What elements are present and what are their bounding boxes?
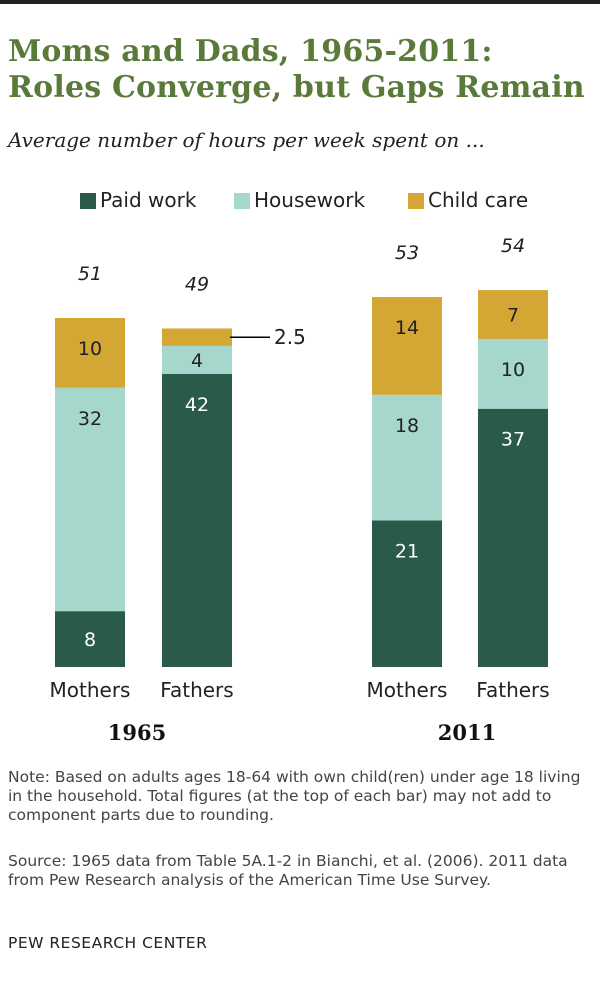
data-label-paid-work-mothers-1965: 8 (84, 629, 96, 651)
data-label-child-care-mothers-2011: 14 (395, 317, 419, 339)
data-label-paid-work-fathers-2011: 37 (501, 429, 525, 451)
legend-swatch-child-care (408, 193, 424, 209)
segment-child-care-fathers-1965 (162, 328, 232, 346)
total-label-mothers-1965: 51 (78, 263, 102, 285)
category-label-mothers-1965: Mothers (50, 678, 131, 702)
chart-credit: PEW RESEARCH CENTER (8, 934, 208, 952)
bar-mothers-2011: 21 18 14 53 Mothers (367, 242, 448, 702)
segment-child-care-mothers-1965 (55, 318, 125, 388)
data-label-paid-work-mothers-2011: 21 (395, 540, 419, 562)
segment-paid-work-mothers-1965 (55, 611, 125, 667)
legend-label-child-care: Child care (428, 188, 529, 212)
legend-label-paid-work: Paid work (100, 188, 197, 212)
total-label-mothers-2011: 53 (395, 242, 419, 264)
segment-paid-work-fathers-1965 (162, 373, 232, 667)
segment-paid-work-fathers-2011 (478, 408, 548, 667)
category-label-fathers-1965: Fathers (160, 678, 233, 702)
segment-housework-fathers-1965 (162, 345, 232, 374)
total-label-fathers-1965: 49 (185, 273, 209, 295)
top-rule (0, 0, 600, 4)
bar-fathers-2011: 37 10 7 54 Fathers (476, 235, 549, 702)
chart-subtitle: Average number of hours per week spent o… (8, 128, 485, 152)
title-line-1: Moms and Dads, 1965-2011: (8, 34, 493, 69)
segment-housework-fathers-2011 (478, 338, 548, 409)
legend: Paid work Housework Child care (80, 186, 580, 214)
segment-child-care-fathers-2011 (478, 290, 548, 339)
data-label-child-care-fathers-2011: 7 (507, 305, 519, 327)
legend-item-housework: Housework (234, 186, 365, 214)
segment-paid-work-mothers-2011 (372, 520, 442, 667)
legend-item-child-care: Child care (408, 186, 528, 214)
legend-swatch-paid-work (80, 193, 96, 209)
data-label-housework-mothers-1965: 32 (78, 408, 102, 430)
legend-label-housework: Housework (254, 188, 366, 212)
bar-mothers-1965: 8 32 10 51 Mothers (50, 263, 131, 702)
data-label-child-care-mothers-1965: 10 (78, 338, 102, 360)
bar-fathers-1965: 42 4 2.5 49 Fathers (160, 273, 306, 702)
category-label-fathers-2011: Fathers (476, 678, 549, 702)
chart-source: Source: 1965 data from Table 5A.1-2 in B… (8, 852, 568, 889)
stacked-bar-chart: 8 32 10 51 Mothers 42 4 2.5 49 Fathers 21 18 14 53 Mot… (50, 235, 550, 745)
group-label-2011: 2011 (438, 720, 496, 745)
total-label-fathers-2011: 54 (501, 235, 525, 257)
title-line-2: Roles Converge, but Gaps Remain (8, 70, 585, 105)
segment-housework-mothers-1965 (55, 387, 125, 612)
data-label-callout: 2.5 (274, 325, 306, 349)
chart-title: Moms and Dads, 1965-2011: Roles Converge… (8, 34, 598, 106)
data-label-housework-fathers-2011: 10 (501, 359, 525, 381)
chart-note: Note: Based on adults ages 18-64 with ow… (8, 768, 581, 824)
legend-swatch-housework (234, 193, 250, 209)
segment-housework-mothers-2011 (372, 394, 442, 521)
group-label-1965: 1965 (108, 720, 166, 745)
legend-item-paid-work: Paid work (80, 186, 196, 214)
segment-child-care-mothers-2011 (372, 297, 442, 395)
data-label-housework-fathers-1965: 4 (191, 350, 203, 372)
category-label-mothers-2011: Mothers (367, 678, 448, 702)
data-label-housework-mothers-2011: 18 (395, 415, 419, 437)
data-label-paid-work-fathers-1965: 42 (185, 394, 209, 416)
